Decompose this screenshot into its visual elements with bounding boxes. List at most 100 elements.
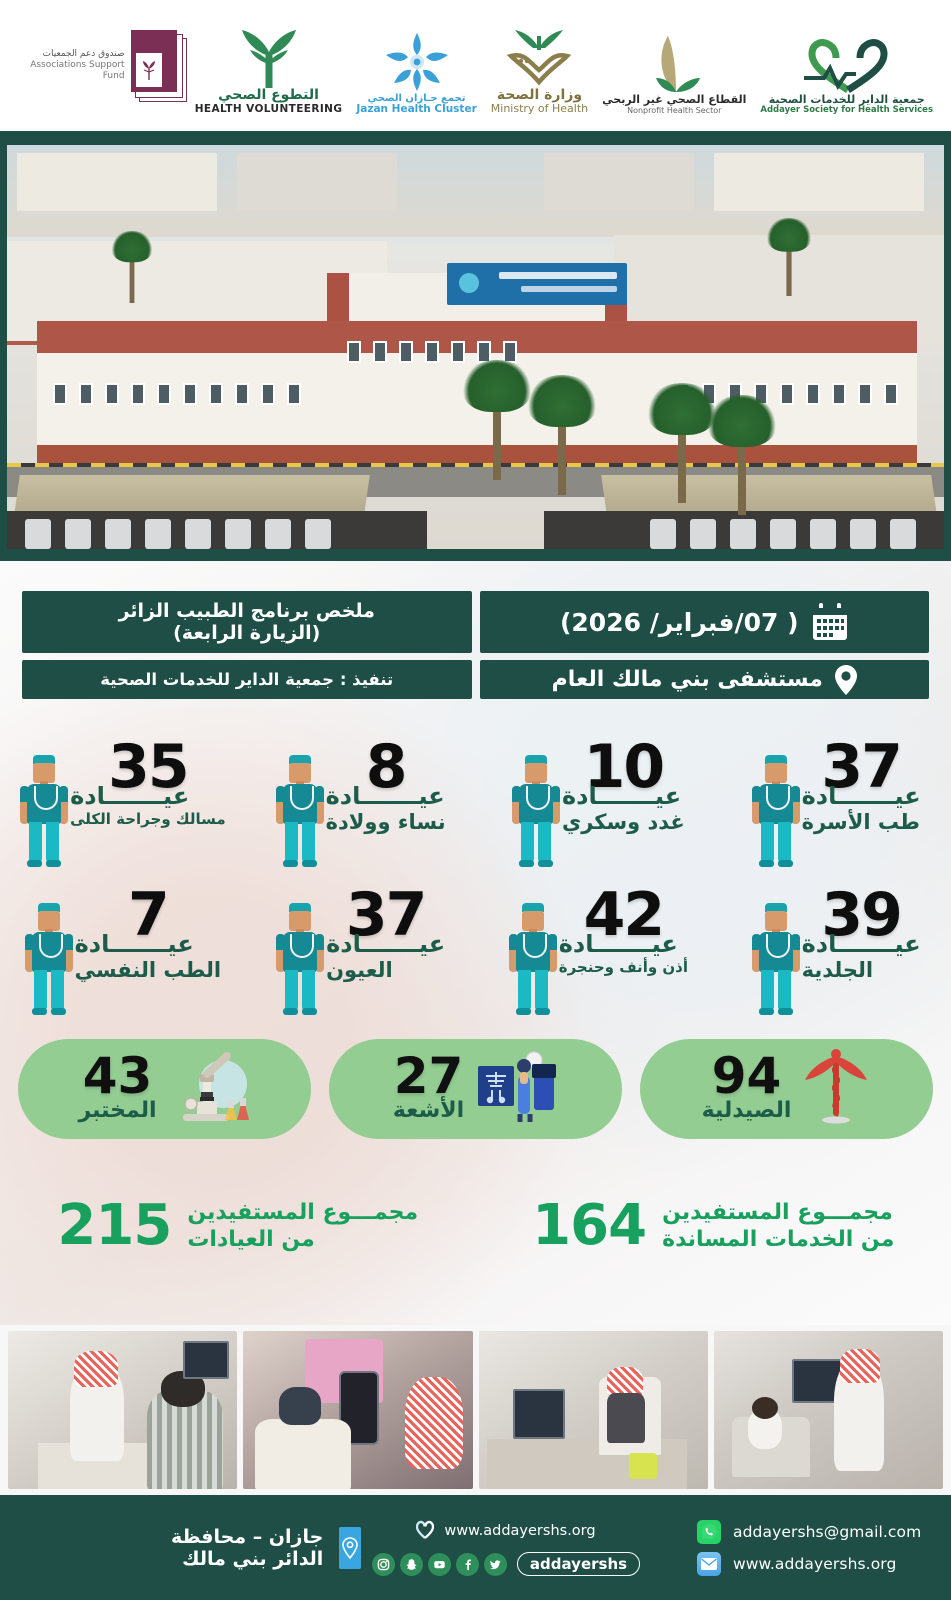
support-services-row: 43 المختبر xyxy=(18,1039,933,1139)
clinic-unit-label: عيـــــــادة xyxy=(74,930,194,959)
location-box: مستشفى بني مالك العام xyxy=(479,660,929,699)
clinic-unit-label: عيـــــــادة xyxy=(801,930,921,959)
youtube-icon[interactable] xyxy=(427,1552,451,1576)
footer-site-url[interactable]: www.addayershs.org xyxy=(444,1523,596,1539)
total-label-line1: مجمـــوع المستفيدين xyxy=(187,1199,419,1225)
photo-dental-child xyxy=(713,1331,943,1489)
photo-doctor-office xyxy=(478,1331,708,1489)
clinic-card-obstetrics-gynecology: 8 عيـــــــادة نساء وولادة xyxy=(238,733,476,881)
clinic-name: العيون xyxy=(326,958,393,983)
service-value: 43 xyxy=(82,1047,153,1106)
hospital-sign xyxy=(447,263,627,305)
palm-icon xyxy=(142,60,155,80)
logo-addayer-society: جمعية الداير للخدمات الصحية Addayer Soci… xyxy=(760,16,933,116)
program-title-line2: (الزيارة الرابعة) xyxy=(173,622,321,644)
clinic-value: 37 xyxy=(821,732,903,802)
mail-icon[interactable] xyxy=(697,1551,721,1576)
clinic-value: 39 xyxy=(821,880,903,950)
logo-label-en: Jazan Health Cluster xyxy=(356,102,477,115)
total-value: 164 xyxy=(532,1192,647,1258)
social-handle[interactable]: addayershs xyxy=(516,1552,641,1576)
clinic-card-ophthalmology: 37 عيـــــــادة العيون xyxy=(238,881,476,1029)
clinic-card-dermatology: 39 عيـــــــادة الجلدية xyxy=(713,881,951,1029)
logo-label-ar: صندوق دعم الجمعيات xyxy=(42,48,125,59)
total-label-line2: من العيادات xyxy=(187,1226,315,1252)
logo-nonprofit-health-sector: القطاع الصحي غير الربحي Nonprofit Health… xyxy=(602,16,746,116)
caduceus-icon xyxy=(801,1048,871,1130)
clinic-card-psychiatry: 7 عيـــــــادة الطب النفسي xyxy=(0,881,238,1029)
total-clinics: 215 مجمـــوع المستفيدين من العيادات xyxy=(0,1171,476,1281)
stats-body: ( 07/فبراير/ 2026) مستشفى بني مالك العام xyxy=(0,561,951,1325)
social-icons-row: addayershs xyxy=(371,1552,641,1576)
calendar-icon xyxy=(811,602,849,642)
doctor-figure-icon xyxy=(507,903,559,1015)
logo-label-ar: وزارة الصحة xyxy=(496,86,583,103)
clinic-name: طب الأسرة xyxy=(801,810,920,835)
doctor-figure-icon xyxy=(18,755,70,867)
program-title: ملخص برنامج الطبيب الزائر (الزيارة الراب… xyxy=(119,600,375,645)
clinic-value: 8 xyxy=(365,732,408,802)
clinic-name: غدد وسكري xyxy=(561,810,685,835)
photo-consultation xyxy=(8,1331,238,1489)
executed-by: تنفيذ : جمعية الداير للخدمات الصحية xyxy=(100,670,394,689)
service-pill-pharmacy: 94 الصيدلية xyxy=(640,1039,933,1139)
logo-label-en: Associations Support Fund xyxy=(30,59,125,82)
moh-emblem-icon xyxy=(507,29,572,85)
clinic-value: 42 xyxy=(583,880,666,950)
logo-label-en: HEALTH VOLUNTEERING xyxy=(194,102,343,115)
map-pin-icon xyxy=(339,1526,361,1569)
clinic-unit-label: عيـــــــادة xyxy=(561,782,682,811)
executed-by-box: تنفيذ : جمعية الداير للخدمات الصحية xyxy=(22,660,472,699)
doctor-figure-icon xyxy=(750,755,802,867)
clinic-unit-label: عيـــــــادة xyxy=(801,782,921,811)
date-box: ( 07/فبراير/ 2026) xyxy=(479,591,929,653)
total-label-line1: مجمـــوع المستفيدين xyxy=(662,1199,893,1225)
service-pill-laboratory: 43 المختبر xyxy=(18,1039,311,1139)
logo-label-ar: تجمع جـازان الصحي xyxy=(367,92,466,104)
snapchat-icon[interactable] xyxy=(399,1552,423,1576)
footer-email[interactable]: addayershs@gmail.com xyxy=(733,1522,922,1541)
whatsapp-icon[interactable] xyxy=(697,1519,721,1544)
service-pill-radiology: 27 الأشعة xyxy=(329,1039,622,1139)
logo-associations-support-fund: صندوق دعم الجمعيات Associations Support … xyxy=(18,23,187,109)
map-pin-icon xyxy=(834,664,857,695)
photo-eye-exam xyxy=(243,1331,473,1489)
doctor-figure-icon xyxy=(274,755,326,867)
instagram-icon[interactable] xyxy=(371,1552,395,1576)
society-mark-icon xyxy=(416,1519,435,1543)
logo-label-en: Addayer Society for Health Services xyxy=(760,104,933,115)
clinic-value: 37 xyxy=(345,880,428,950)
page-footer: addayershs@gmail.com www.addayershs.org xyxy=(0,1495,951,1600)
doctor-figure-icon xyxy=(23,903,75,1015)
logo-label-ar: جمعية الداير للخدمات الصحية xyxy=(768,92,925,106)
footer-location-block: جازان – محافظة الدائر بني مالك xyxy=(0,1526,361,1570)
logo-jazan-health-cluster: تجمع جـازان الصحي Jazan Health Cluster xyxy=(356,16,477,116)
footer-social-block: www.addayershs.org xyxy=(361,1519,651,1576)
hospital-aerial-photo xyxy=(7,145,944,549)
clinic-value: 7 xyxy=(128,880,170,950)
doctor-figure-icon xyxy=(510,755,562,867)
logo-label-ar: التطوع الصحي xyxy=(218,87,319,104)
program-title-box: ملخص برنامج الطبيب الزائر (الزيارة الراب… xyxy=(22,591,472,653)
star-cluster-icon xyxy=(385,32,448,91)
footer-email-row[interactable]: addayershs@gmail.com xyxy=(697,1519,951,1544)
clinic-card-endocrine-diabetes: 10 عيـــــــادة غدد وسكري xyxy=(476,733,714,881)
clinic-name: مسالك وجراحة الكلى xyxy=(70,810,226,829)
service-value: 94 xyxy=(711,1047,782,1106)
clinic-unit-label: عيـــــــادة xyxy=(70,782,190,811)
footer-website-row[interactable]: www.addayershs.org xyxy=(697,1551,951,1576)
service-value: 27 xyxy=(393,1047,464,1106)
facebook-icon[interactable] xyxy=(455,1552,479,1576)
logo-ministry-of-health: وزارة الصحة Ministry of Health xyxy=(491,16,588,116)
footer-site-row[interactable]: www.addayershs.org xyxy=(416,1519,596,1543)
visit-date: ( 07/فبراير/ 2026) xyxy=(559,607,799,637)
clinic-unit-label: عيـــــــادة xyxy=(326,930,446,959)
clinic-name: الطب النفسي xyxy=(74,958,222,983)
doctor-figure-icon xyxy=(274,903,326,1015)
clinic-row-1: 37 عيـــــــادة طب الأسرة 10 عي xyxy=(0,733,951,881)
xray-icon xyxy=(474,1050,558,1128)
wheat-leaf-icon xyxy=(656,36,701,93)
footer-contact-block: addayershs@gmail.com www.addayershs.org xyxy=(651,1519,951,1576)
twitter-icon[interactable] xyxy=(483,1552,507,1576)
footer-website[interactable]: www.addayershs.org xyxy=(733,1554,897,1573)
